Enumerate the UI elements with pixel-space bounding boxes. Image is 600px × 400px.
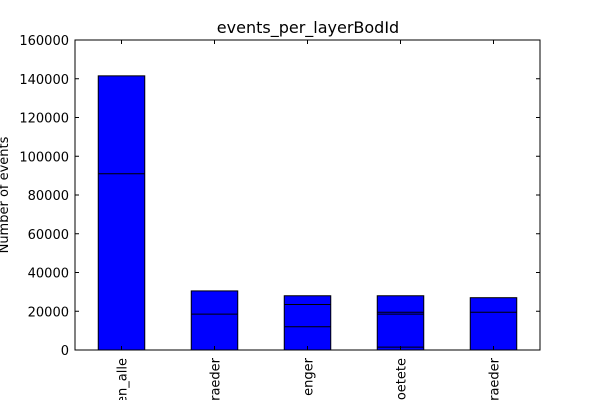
x-tick-label-4: raeder (488, 357, 503, 400)
y-tick-label-8: 160000 (19, 34, 69, 49)
y-tick-label-6: 120000 (19, 112, 69, 127)
y-axis-label: Number of events (0, 136, 12, 253)
y-tick-label-1: 20000 (28, 305, 69, 320)
bars-group (97, 75, 518, 351)
bar-1 (190, 290, 239, 351)
chart-title: events_per_layerBodId (217, 18, 399, 38)
y-tick-label-4: 80000 (28, 189, 69, 204)
x-tick-label-0: en_alle (116, 358, 131, 400)
bar-2 (283, 295, 332, 351)
x-tick-label-3: oetete (395, 358, 410, 400)
bar-3 (376, 295, 425, 351)
y-tick-label-3: 60000 (28, 228, 69, 243)
x-tick-label-1: raeder (209, 357, 224, 400)
bar-4 (469, 297, 518, 351)
x-ticks: en_alle raeder enger oetete raeder (116, 40, 503, 400)
y-ticks: 0 20000 40000 60000 80000 100000 120000 140000 1… (19, 34, 540, 359)
plot-frame (74, 39, 541, 351)
y-tick-label-0: 0 (61, 344, 69, 359)
bar-0 (97, 75, 146, 351)
x-tick-label-2: enger (302, 357, 317, 395)
y-tick-label-7: 140000 (19, 73, 69, 88)
y-tick-label-2: 40000 (28, 267, 69, 282)
y-tick-label-5: 100000 (19, 150, 69, 165)
